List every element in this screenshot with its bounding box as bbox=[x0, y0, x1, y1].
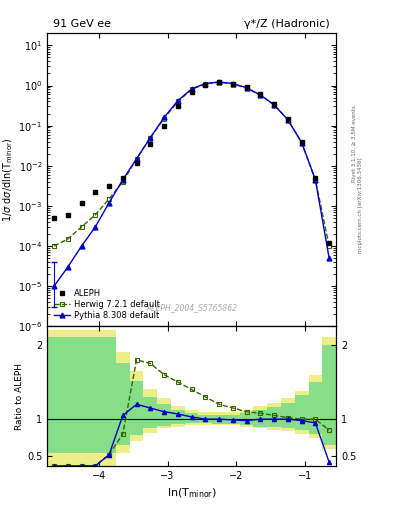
ALEPH bbox=[162, 122, 167, 129]
Herwig 7.2.1 default bbox=[176, 98, 180, 104]
Pythia 8.308 default bbox=[66, 264, 70, 270]
Herwig 7.2.1 default bbox=[93, 212, 98, 218]
Herwig 7.2.1 default bbox=[189, 87, 194, 93]
Pythia 8.308 default bbox=[162, 114, 167, 120]
Pythia 8.308 default bbox=[79, 243, 84, 249]
Pythia 8.308 default bbox=[107, 200, 112, 206]
ALEPH bbox=[52, 215, 57, 221]
Line: Pythia 8.308 default: Pythia 8.308 default bbox=[51, 79, 332, 289]
ALEPH bbox=[66, 212, 70, 218]
ALEPH bbox=[134, 160, 139, 166]
Herwig 7.2.1 default bbox=[258, 92, 263, 98]
Herwig 7.2.1 default bbox=[299, 139, 304, 145]
Herwig 7.2.1 default bbox=[107, 196, 112, 202]
Pythia 8.308 default bbox=[231, 80, 235, 87]
Line: ALEPH: ALEPH bbox=[51, 80, 332, 245]
Y-axis label: 1/$\sigma$ d$\sigma$/dln(T$_\mathrm{minor}$): 1/$\sigma$ d$\sigma$/dln(T$_\mathrm{mino… bbox=[2, 138, 15, 222]
Pythia 8.308 default bbox=[134, 156, 139, 162]
ALEPH bbox=[217, 79, 222, 86]
Herwig 7.2.1 default bbox=[121, 179, 125, 185]
ALEPH bbox=[189, 89, 194, 95]
ALEPH bbox=[299, 139, 304, 145]
Pythia 8.308 default bbox=[121, 177, 125, 183]
ALEPH bbox=[107, 183, 112, 189]
Pythia 8.308 default bbox=[299, 139, 304, 145]
Herwig 7.2.1 default bbox=[66, 236, 70, 242]
ALEPH bbox=[258, 91, 263, 97]
Herwig 7.2.1 default bbox=[327, 243, 332, 249]
Pythia 8.308 default bbox=[217, 79, 222, 85]
X-axis label: ln(T$_\mathrm{minor}$): ln(T$_\mathrm{minor}$) bbox=[167, 486, 217, 500]
Text: 91 GeV ee: 91 GeV ee bbox=[53, 19, 111, 29]
Herwig 7.2.1 default bbox=[52, 243, 57, 249]
Herwig 7.2.1 default bbox=[286, 117, 290, 123]
Line: Herwig 7.2.1 default: Herwig 7.2.1 default bbox=[51, 80, 332, 248]
Text: ALEPH_2004_S5765862: ALEPH_2004_S5765862 bbox=[146, 303, 237, 312]
Pythia 8.308 default bbox=[272, 102, 277, 108]
Y-axis label: Ratio to ALEPH: Ratio to ALEPH bbox=[15, 362, 24, 430]
ALEPH bbox=[327, 240, 332, 246]
Pythia 8.308 default bbox=[189, 86, 194, 92]
Pythia 8.308 default bbox=[286, 117, 290, 123]
Pythia 8.308 default bbox=[313, 177, 318, 183]
Text: mcplots.cern.ch [arXiv:1306.3436]: mcplots.cern.ch [arXiv:1306.3436] bbox=[358, 157, 363, 252]
Pythia 8.308 default bbox=[176, 98, 180, 104]
Herwig 7.2.1 default bbox=[134, 156, 139, 162]
Herwig 7.2.1 default bbox=[79, 224, 84, 230]
Text: Rivet 3.1.10, ≥ 3.5M events: Rivet 3.1.10, ≥ 3.5M events bbox=[352, 105, 357, 182]
Pythia 8.308 default bbox=[327, 255, 332, 261]
Herwig 7.2.1 default bbox=[217, 79, 222, 86]
Pythia 8.308 default bbox=[52, 283, 57, 289]
ALEPH bbox=[93, 189, 98, 195]
Herwig 7.2.1 default bbox=[148, 135, 153, 141]
Herwig 7.2.1 default bbox=[203, 81, 208, 87]
Text: γ*/Z (Hadronic): γ*/Z (Hadronic) bbox=[244, 19, 330, 29]
Pythia 8.308 default bbox=[244, 84, 249, 91]
ALEPH bbox=[148, 141, 153, 147]
Pythia 8.308 default bbox=[258, 92, 263, 98]
Pythia 8.308 default bbox=[203, 80, 208, 87]
ALEPH bbox=[313, 175, 318, 181]
Herwig 7.2.1 default bbox=[313, 177, 318, 183]
ALEPH bbox=[231, 81, 235, 87]
ALEPH bbox=[79, 200, 84, 206]
Herwig 7.2.1 default bbox=[244, 86, 249, 92]
ALEPH bbox=[176, 103, 180, 110]
Pythia 8.308 default bbox=[148, 135, 153, 141]
Herwig 7.2.1 default bbox=[231, 81, 235, 87]
Herwig 7.2.1 default bbox=[272, 102, 277, 108]
ALEPH bbox=[244, 84, 249, 91]
Legend: ALEPH, Herwig 7.2.1 default, Pythia 8.308 default: ALEPH, Herwig 7.2.1 default, Pythia 8.30… bbox=[51, 287, 162, 322]
Pythia 8.308 default bbox=[93, 224, 98, 230]
ALEPH bbox=[272, 101, 277, 107]
ALEPH bbox=[286, 116, 290, 122]
ALEPH bbox=[121, 175, 125, 181]
ALEPH bbox=[203, 81, 208, 88]
Herwig 7.2.1 default bbox=[162, 116, 167, 122]
